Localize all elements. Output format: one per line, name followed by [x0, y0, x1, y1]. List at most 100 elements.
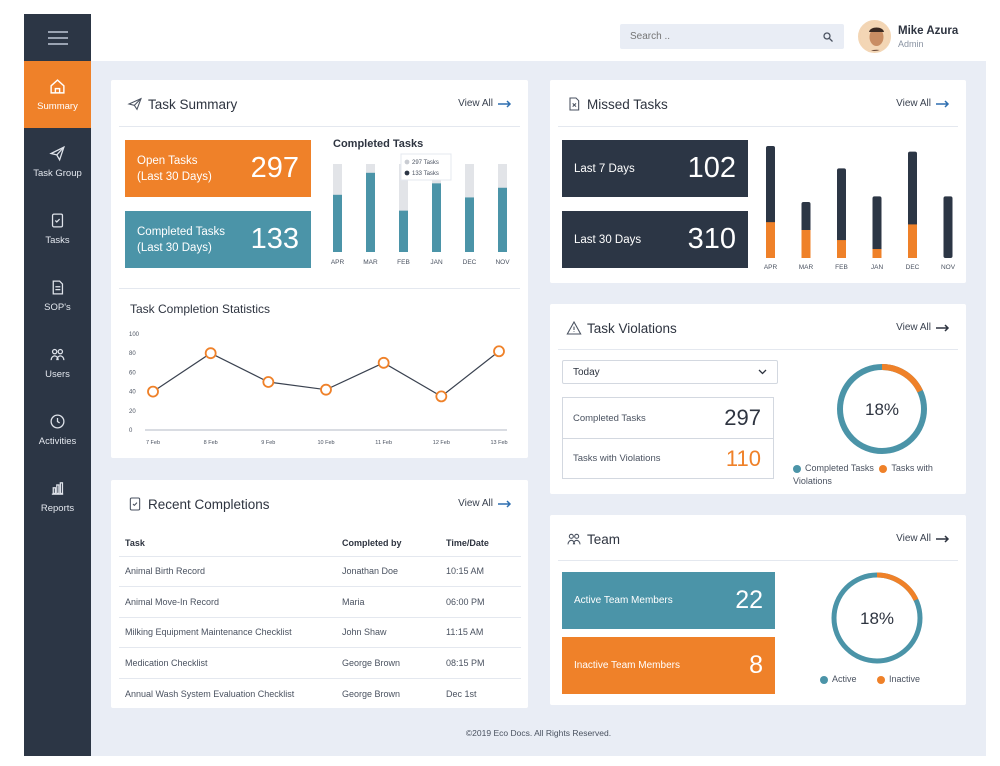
recent-view-all[interactable]: View All — [458, 498, 512, 509]
checklist-icon — [129, 497, 141, 511]
table-row[interactable]: Animal Birth Record Jonathan Doe 10:15 AM — [119, 556, 521, 587]
completed-tasks-box[interactable]: Completed Tasks (Last 30 Days) 133 — [125, 211, 311, 268]
completed-by-cell: George Brown — [336, 647, 440, 679]
inactive-members-box[interactable]: Inactive Team Members 8 — [562, 637, 775, 694]
donut-segment — [837, 364, 927, 454]
legend-label: 297 Tasks — [412, 160, 439, 166]
sidebar-item-users[interactable]: Users — [24, 329, 91, 396]
completed-by-cell: Jonathan Doe — [336, 556, 440, 587]
view-all-label: View All — [896, 533, 931, 544]
active-members-value: 22 — [735, 586, 763, 614]
task-cell: Annual Wash System Evaluation Checklist — [125, 688, 295, 699]
table-row[interactable]: Annual Wash System Evaluation Checklist G… — [119, 678, 521, 709]
completed-tasks-label: Completed Tasks — [573, 412, 646, 424]
y-tick-label: 80 — [129, 351, 136, 357]
task-summary-card: Task Summary View All Open Tasks (Last 3… — [111, 80, 528, 458]
missed-view-all[interactable]: View All — [896, 98, 950, 109]
task-cell: Animal Move-In Record — [119, 586, 336, 618]
table-row[interactable]: Medication Checklist George Brown 08:15 PM — [119, 647, 521, 679]
avatar[interactable] — [858, 20, 891, 53]
completed-chart-title: Completed Tasks — [333, 138, 424, 150]
hamburger-icon[interactable] — [47, 27, 68, 49]
x-tick-label: MAR — [799, 264, 814, 271]
legend-completed-label: Completed Tasks — [805, 463, 874, 473]
completed-by-cell: Maria — [336, 586, 440, 618]
bar-missed-part — [872, 249, 882, 258]
open-tasks-label: Open Tasks (Last 30 Days) — [137, 154, 212, 183]
open-tasks-box[interactable]: Open Tasks (Last 30 Days) 297 — [125, 140, 311, 197]
x-tick-label: 10 Feb — [317, 440, 334, 446]
time-cell: 06:00 PM — [440, 586, 521, 618]
table-row[interactable]: Milking Equipment Maintenance Checklist J… — [119, 617, 521, 648]
view-all-label: View All — [458, 498, 493, 509]
sidebar-item-tasks[interactable]: Tasks — [24, 195, 91, 262]
legend-active-label: Active — [832, 674, 857, 684]
divider — [558, 126, 958, 127]
missed-tasks-chart: APR MAR FEB JAN DEC NOV — [764, 146, 956, 271]
warning-icon — [566, 320, 582, 335]
donut-center-label: 18% — [865, 400, 899, 419]
task-completion-line-chart: 0 20 40 60 80 100 7 Feb 8 Feb 9 Feb 10 Feb 11 Feb 1… — [129, 332, 508, 446]
divider — [119, 288, 520, 289]
data-point — [147, 385, 159, 398]
completed-tasks-row: Completed Tasks 297 — [563, 398, 773, 438]
violations-table: Completed Tasks 297 Tasks with Violation… — [562, 397, 774, 479]
team-card: Team View All Active Team Members 22 Ina… — [550, 515, 966, 705]
sidebar-item-label: Summary — [37, 100, 78, 112]
data-point — [435, 390, 448, 403]
donut-center-label: 18% — [860, 609, 894, 628]
x-tick-label: 8 Feb — [204, 440, 218, 446]
sidebar-item-task-group[interactable]: Task Group — [24, 128, 91, 195]
last-7-days-label: Last 7 Days — [574, 162, 635, 175]
user-profile[interactable]: Mike Azura Admin — [858, 20, 958, 53]
sidebar-item-summary[interactable]: Summary — [24, 61, 91, 128]
x-tick-label: JAN — [871, 264, 884, 271]
task-cell: Animal Birth Record — [119, 556, 336, 587]
last-30-days-label: Last 30 Days — [574, 233, 642, 246]
stats-chart-title: Task Completion Statistics — [130, 302, 271, 316]
arrow-right-icon — [498, 99, 512, 108]
data-point — [204, 347, 217, 360]
active-members-box[interactable]: Active Team Members 22 — [562, 572, 775, 629]
x-tick-label: FEB — [397, 259, 410, 266]
violations-view-all[interactable]: View All — [896, 322, 950, 333]
sidebar-item-reports[interactable]: Reports — [24, 463, 91, 530]
home-icon — [50, 78, 65, 94]
menu-button[interactable] — [24, 14, 91, 61]
view-all-label: View All — [896, 98, 931, 109]
search-box[interactable] — [620, 24, 844, 49]
x-tick-label: DEC — [906, 264, 920, 271]
missed-tasks-title: Missed Tasks — [566, 96, 668, 112]
document-icon — [52, 279, 64, 295]
open-tasks-value: 297 — [250, 152, 299, 184]
last-30-days-box[interactable]: Last 30 Days 310 — [562, 211, 748, 268]
period-select[interactable]: Today — [562, 360, 778, 384]
table-row[interactable]: Animal Move-In Record Maria 06:00 PM — [119, 586, 521, 618]
sidebar-item-label: Task Group — [33, 167, 82, 179]
data-point — [320, 383, 332, 396]
user-name: Mike Azura — [898, 24, 959, 37]
x-tick-label: NOV — [941, 264, 956, 271]
sidebar-item-sops[interactable]: SOP's — [24, 262, 91, 329]
sidebar-item-label: SOP's — [44, 301, 71, 313]
team-view-all[interactable]: View All — [896, 533, 950, 544]
task-summary-view-all[interactable]: View All — [458, 98, 512, 109]
top-bar: Mike Azura Admin — [91, 14, 986, 61]
x-tick-label: 12 Feb — [433, 440, 450, 446]
violations-legend: Completed Tasks Tasks with Violations — [793, 462, 963, 488]
y-tick-label: 0 — [129, 428, 133, 434]
x-tick-label: DEC — [463, 259, 477, 266]
search-input[interactable] — [630, 31, 822, 42]
divider — [558, 349, 958, 350]
last-7-days-box[interactable]: Last 7 Days 102 — [562, 140, 748, 197]
chevron-down-icon — [758, 369, 767, 375]
completed-by-cell: John Shaw — [336, 617, 440, 648]
arrow-right-icon — [498, 499, 512, 508]
task-cell: Medication Checklist — [119, 647, 336, 679]
search-icon[interactable] — [822, 31, 834, 43]
team-title: Team — [566, 531, 620, 547]
x-tick-label: MAR — [363, 259, 378, 266]
bar-missed-part — [908, 224, 917, 258]
sidebar-item-activities[interactable]: Activities — [24, 396, 91, 463]
violations-value: 110 — [725, 445, 761, 471]
